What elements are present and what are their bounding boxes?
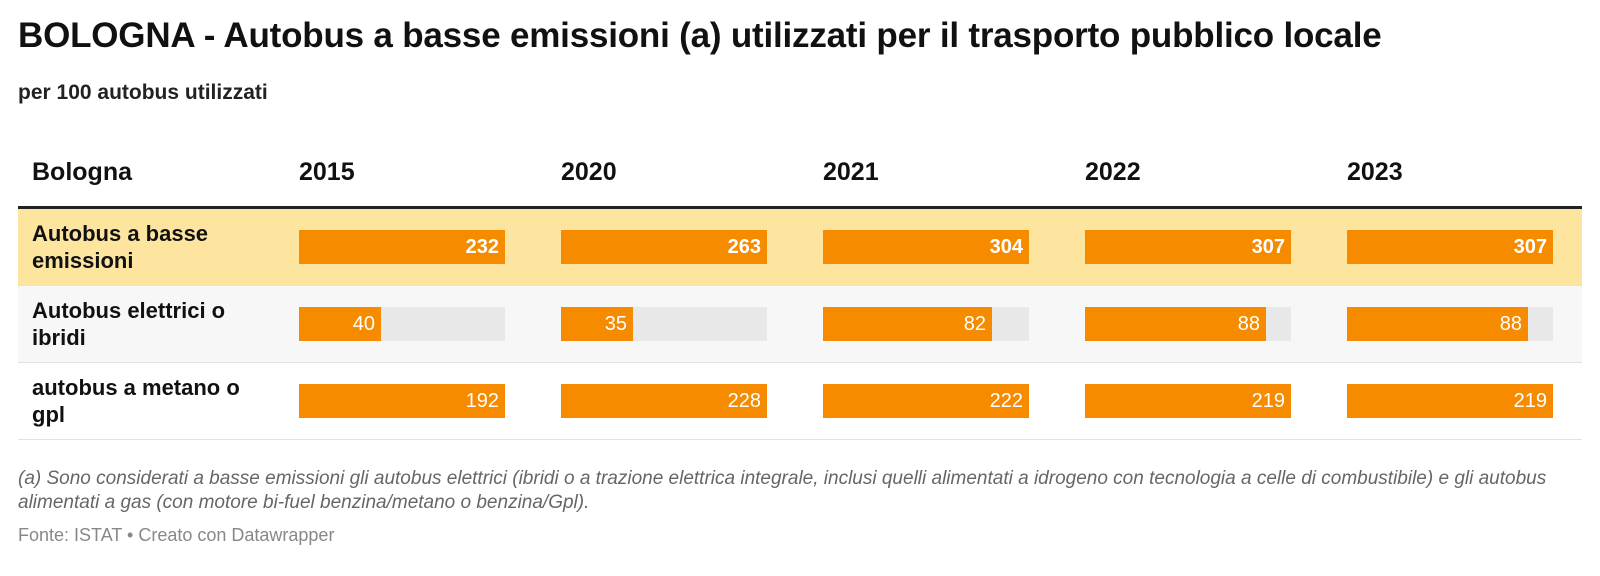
- table-row: Autobus elettrici o ibridi 40 35 82 88 88: [18, 286, 1582, 363]
- bar-2023: [1347, 230, 1553, 264]
- bar-track-2023: 88: [1347, 307, 1553, 341]
- bar-value-label: 307: [1513, 236, 1547, 258]
- bar-2015: [299, 384, 505, 418]
- bar-value-label: 219: [1513, 390, 1547, 412]
- bar-value-label: 192: [465, 390, 499, 412]
- bar-2020: [561, 307, 633, 341]
- bar-track-2015: 192: [299, 384, 505, 418]
- bar-value-label: 263: [727, 236, 761, 258]
- bar-2020: [561, 230, 767, 264]
- bar-value-label: 88: [1499, 313, 1522, 335]
- bar-track-2015: 40: [299, 307, 505, 341]
- table-row: Autobus a basse emissioni 232 263 304 307 307: [18, 209, 1582, 286]
- column-header-2021: 2021: [823, 158, 879, 186]
- row-header-label: Bologna: [32, 158, 132, 186]
- bar-2021: [823, 384, 1029, 418]
- table-header: Bologna 2015 2020 2021 2022 2023: [18, 140, 1582, 209]
- bar-track-2021: 82: [823, 307, 1029, 341]
- bar-value-label: 222: [989, 390, 1023, 412]
- bar-value-label: 40: [352, 313, 375, 335]
- bar-value-label: 307: [1251, 236, 1285, 258]
- bar-track-2021: 304: [823, 230, 1029, 264]
- row-label: autobus a metano o gpl: [32, 375, 240, 427]
- bar-2023: [1347, 384, 1553, 418]
- bar-2023: [1347, 307, 1528, 341]
- chart-title: BOLOGNA - Autobus a basse emissioni (a) …: [18, 16, 1382, 55]
- bar-track-2020: 263: [561, 230, 767, 264]
- source-credit: Fonte: ISTAT • Creato con Datawrapper: [18, 525, 335, 545]
- column-header-2015: 2015: [299, 158, 355, 186]
- bar-value-label: 232: [465, 236, 499, 258]
- bar-track-2022: 88: [1085, 307, 1291, 341]
- bar-2022: [1085, 384, 1291, 418]
- bar-2022: [1085, 307, 1266, 341]
- row-label: Autobus elettrici o ibridi: [32, 298, 226, 350]
- bar-2021: [823, 307, 992, 341]
- bar-value-label: 304: [989, 236, 1023, 258]
- bar-2022: [1085, 230, 1291, 264]
- bar-track-2021: 222: [823, 384, 1029, 418]
- bar-track-2015: 232: [299, 230, 505, 264]
- bar-track-2022: 219: [1085, 384, 1291, 418]
- bar-value-label: 88: [1237, 313, 1260, 335]
- column-header-2023: 2023: [1347, 158, 1403, 186]
- row-label: Autobus a basse emissioni: [32, 221, 209, 273]
- bar-track-2020: 228: [561, 384, 767, 418]
- bar-value-label: 219: [1251, 390, 1285, 412]
- column-header-2022: 2022: [1085, 158, 1141, 186]
- bar-value-label: 228: [727, 390, 761, 412]
- bar-value-label: 82: [963, 313, 986, 335]
- bar-track-2023: 219: [1347, 384, 1553, 418]
- bar-2021: [823, 230, 1029, 264]
- bar-track-2022: 307: [1085, 230, 1291, 264]
- bar-2020: [561, 384, 767, 418]
- bar-track-2020: 35: [561, 307, 767, 341]
- bar-2015: [299, 307, 381, 341]
- table-row: autobus a metano o gpl 192 228 222 219 219: [18, 363, 1582, 440]
- column-header-2020: 2020: [561, 158, 617, 186]
- bar-track-2023: 307: [1347, 230, 1553, 264]
- bar-2015: [299, 230, 505, 264]
- bar-value-label: 35: [604, 313, 627, 335]
- chart-subtitle: per 100 autobus utilizzati: [18, 81, 268, 104]
- bar-table: Bologna 2015 2020 2021 2022 2023 Autobus…: [18, 140, 1582, 440]
- table-body: Autobus a basse emissioni 232 263 304 307 307…: [18, 209, 1582, 440]
- footnote: (a) Sono considerati a basse emissioni g…: [18, 468, 1547, 513]
